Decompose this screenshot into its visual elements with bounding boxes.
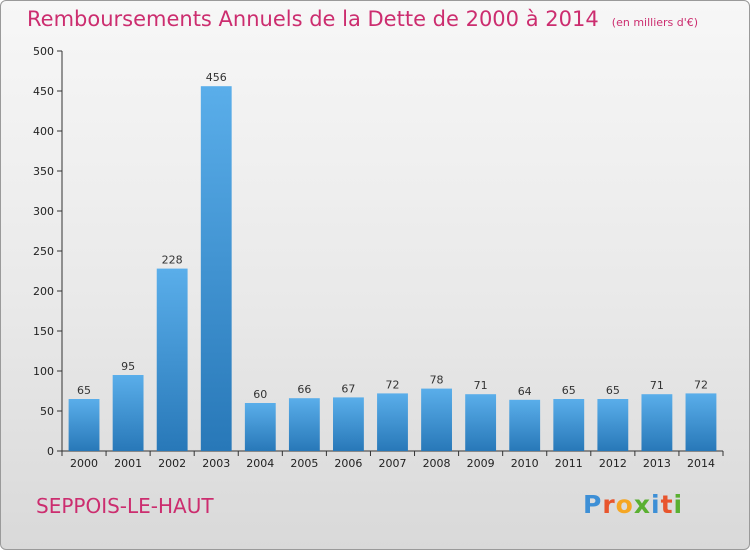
data-label: 228 (162, 254, 183, 267)
y-tick-label: 400 (33, 125, 54, 138)
data-label: 78 (430, 374, 444, 387)
data-label: 67 (341, 382, 355, 395)
y-tick-label: 200 (33, 285, 54, 298)
data-label: 72 (694, 378, 708, 391)
x-tick-label: 2013 (643, 457, 671, 470)
data-label: 65 (606, 384, 620, 397)
bar-2004 (244, 403, 276, 451)
chart-title-block: Remboursements Annuels de la Dette de 20… (27, 7, 698, 31)
y-tick-label: 0 (47, 445, 54, 458)
x-tick-label: 2014 (687, 457, 715, 470)
x-tick-label: 2006 (334, 457, 362, 470)
x-tick-label: 2009 (467, 457, 495, 470)
bar-2012 (597, 399, 629, 451)
data-label: 95 (121, 360, 135, 373)
bar-2009 (465, 394, 497, 451)
data-label: 72 (386, 378, 400, 391)
data-label: 60 (253, 388, 267, 401)
bar-2005 (288, 398, 320, 451)
bar-2001 (112, 375, 144, 451)
y-tick-label: 50 (40, 405, 54, 418)
bar-2014 (685, 393, 717, 451)
bar-2013 (641, 394, 673, 451)
y-tick-label: 350 (33, 165, 54, 178)
x-tick-label: 2003 (202, 457, 230, 470)
bar-2006 (333, 397, 364, 451)
x-tick-label: 2007 (379, 457, 407, 470)
x-tick-label: 2008 (423, 457, 451, 470)
proxiti-logo: Proxiti (583, 490, 684, 519)
bar-2010 (509, 399, 541, 451)
x-tick-label: 2004 (246, 457, 274, 470)
y-tick-label: 450 (33, 85, 54, 98)
bar-2002 (156, 268, 188, 451)
bar-2007 (377, 393, 408, 451)
chart-title: Remboursements Annuels de la Dette de 20… (27, 7, 599, 31)
data-label: 65 (562, 384, 576, 397)
x-tick-label: 2012 (599, 457, 627, 470)
data-label: 71 (650, 379, 664, 392)
x-tick-label: 2011 (555, 457, 583, 470)
y-tick-label: 250 (33, 245, 54, 258)
data-label: 456 (206, 71, 227, 84)
x-tick-label: 2010 (511, 457, 539, 470)
data-label: 66 (297, 383, 311, 396)
commune-name: SEPPOIS-LE-HAUT (36, 494, 214, 518)
bar-2008 (421, 388, 452, 451)
y-tick-label: 150 (33, 325, 54, 338)
y-tick-label: 100 (33, 365, 54, 378)
x-tick-label: 2001 (114, 457, 142, 470)
bar-2003 (200, 86, 232, 451)
x-tick-label: 2000 (70, 457, 98, 470)
x-tick-label: 2002 (158, 457, 186, 470)
y-tick-label: 300 (33, 205, 54, 218)
x-tick-label: 2005 (290, 457, 318, 470)
data-label: 71 (474, 379, 488, 392)
bar-2011 (553, 399, 585, 451)
data-label: 64 (518, 385, 532, 398)
y-tick-label: 500 (33, 45, 54, 58)
data-label: 65 (77, 384, 91, 397)
chart-unit: (en milliers d'€) (611, 16, 699, 29)
bar-2000 (68, 399, 100, 451)
